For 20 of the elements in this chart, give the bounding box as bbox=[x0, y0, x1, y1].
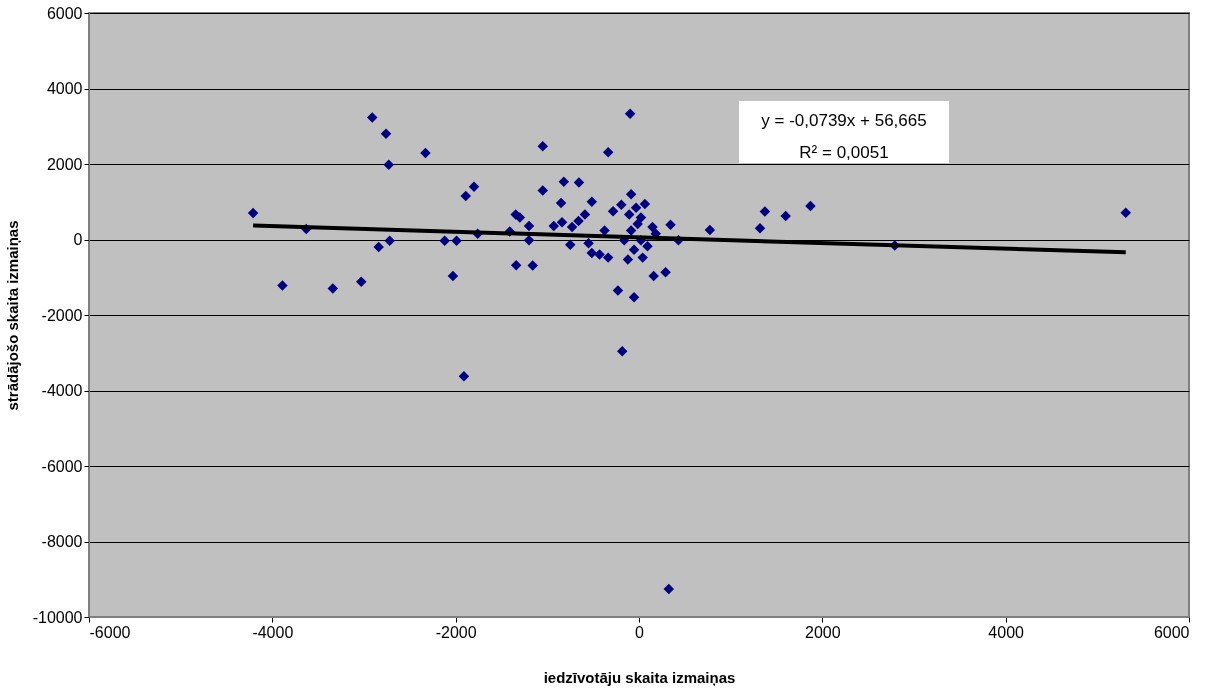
y-axis-title: strādājošo skaita izmaiņas bbox=[3, 220, 21, 411]
y-tick-label: 4000 bbox=[46, 80, 83, 97]
annotation: R² = 0,0051 bbox=[799, 143, 889, 162]
y-tick-label: -8000 bbox=[41, 533, 83, 550]
y-tick-label: -2000 bbox=[41, 306, 83, 324]
y-tick-label: 6000 bbox=[46, 4, 83, 22]
x-tick-label: -6000 bbox=[89, 623, 131, 641]
y-tick-label: -4000 bbox=[41, 382, 83, 399]
x-tick-label: -4000 bbox=[252, 623, 294, 641]
y-tick-label: 0 bbox=[73, 231, 83, 248]
x-tick-label: 0 bbox=[635, 623, 645, 641]
x-tick-label: -2000 bbox=[435, 623, 477, 641]
y-tick-label: -10000 bbox=[32, 608, 83, 626]
y-tick-label: 2000 bbox=[46, 155, 83, 173]
x-tick-label: 2000 bbox=[805, 623, 841, 641]
y-tick-label: -6000 bbox=[41, 457, 83, 475]
x-axis-title: iedzīvotāju skaita izmaiņas bbox=[543, 668, 736, 686]
x-tick-label: 6000 bbox=[1153, 623, 1190, 641]
annotation: y = -0,0739x + 56,665 bbox=[761, 111, 927, 130]
x-tick-label: 4000 bbox=[988, 623, 1025, 641]
